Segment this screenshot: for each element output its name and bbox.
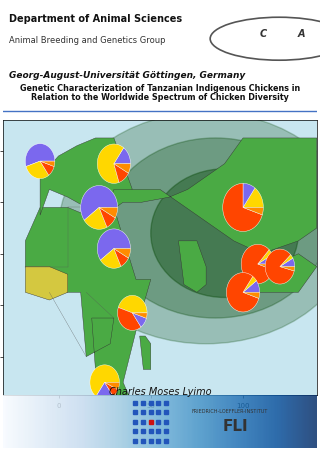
Ellipse shape [59, 112, 320, 344]
Polygon shape [25, 266, 68, 300]
Polygon shape [90, 365, 119, 396]
Ellipse shape [151, 169, 298, 298]
Ellipse shape [105, 138, 320, 318]
Text: Animal Breeding and Genetics Group: Animal Breeding and Genetics Group [10, 36, 166, 45]
Polygon shape [40, 138, 132, 215]
Polygon shape [179, 241, 206, 292]
Text: Relation to the Worldwide Spectrum of Chicken Diversity: Relation to the Worldwide Spectrum of Ch… [31, 93, 289, 102]
Polygon shape [99, 207, 117, 218]
Polygon shape [114, 148, 131, 164]
Polygon shape [84, 207, 107, 229]
Polygon shape [258, 264, 274, 270]
Polygon shape [81, 186, 117, 220]
Polygon shape [97, 144, 124, 183]
Polygon shape [132, 313, 147, 318]
Polygon shape [40, 161, 55, 167]
Text: FLI: FLI [223, 419, 248, 434]
Polygon shape [243, 207, 263, 215]
Polygon shape [114, 164, 131, 173]
Text: FRIEDRICH-LOEFFLER-INSTITUT: FRIEDRICH-LOEFFLER-INSTITUT [191, 409, 268, 414]
Text: Department of Animal Sciences: Department of Animal Sciences [10, 14, 183, 24]
Polygon shape [223, 183, 262, 231]
Polygon shape [114, 164, 128, 183]
Polygon shape [25, 207, 151, 395]
Text: Genetic Characterization of Tanzanian Indigenous Chickens in: Genetic Characterization of Tanzanian In… [20, 84, 300, 93]
Polygon shape [114, 249, 128, 266]
Polygon shape [105, 138, 317, 254]
Polygon shape [227, 273, 259, 312]
Polygon shape [258, 255, 274, 264]
Polygon shape [243, 188, 263, 207]
Polygon shape [234, 254, 317, 292]
Polygon shape [100, 249, 121, 268]
Polygon shape [25, 144, 55, 167]
Text: C: C [260, 29, 267, 39]
Polygon shape [114, 249, 131, 258]
Polygon shape [258, 250, 272, 264]
Polygon shape [280, 266, 295, 271]
Polygon shape [118, 295, 147, 313]
Text: Charles Moses Lyimo: Charles Moses Lyimo [109, 387, 211, 397]
Polygon shape [241, 244, 274, 284]
Polygon shape [280, 255, 293, 266]
Polygon shape [280, 258, 295, 266]
Polygon shape [97, 229, 131, 260]
Polygon shape [243, 276, 256, 292]
Polygon shape [243, 292, 260, 299]
Polygon shape [26, 161, 49, 178]
Polygon shape [105, 382, 118, 396]
Polygon shape [99, 207, 115, 227]
Polygon shape [243, 183, 255, 207]
Polygon shape [265, 249, 294, 284]
Polygon shape [140, 336, 151, 370]
Polygon shape [117, 308, 141, 330]
Text: A: A [297, 29, 305, 39]
Polygon shape [132, 313, 146, 327]
Text: Georg-August-Universität Göttingen, Germany: Georg-August-Universität Göttingen, Germ… [10, 71, 246, 80]
Polygon shape [105, 382, 119, 390]
Polygon shape [40, 161, 54, 175]
Polygon shape [96, 382, 113, 400]
Polygon shape [243, 281, 260, 292]
